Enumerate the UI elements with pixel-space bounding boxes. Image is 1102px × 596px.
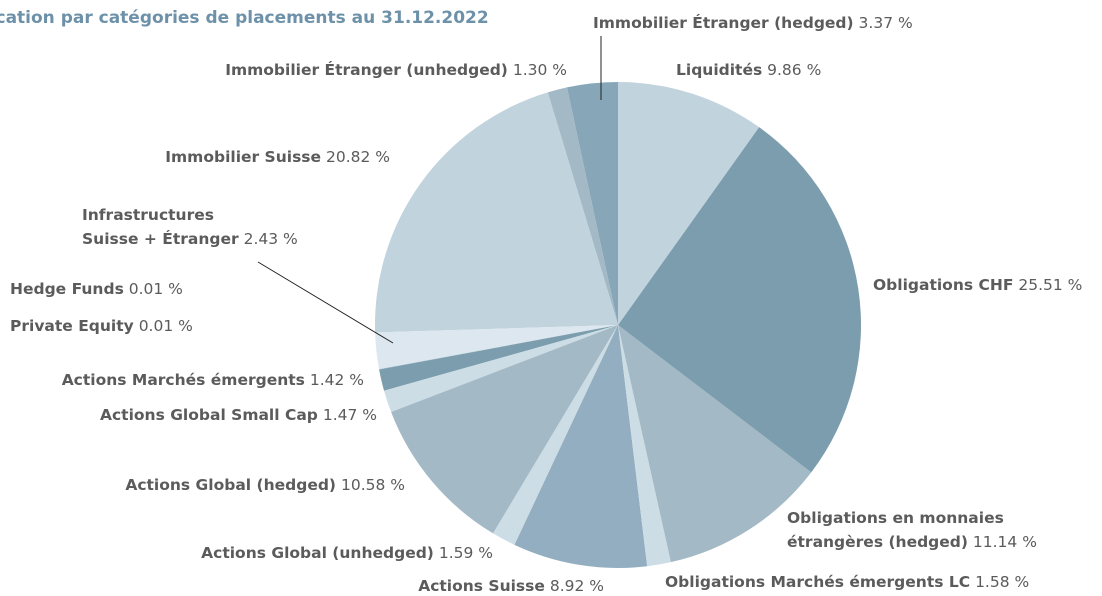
category-name: Immobilier Étranger (unhedged) xyxy=(225,61,508,79)
leader-line xyxy=(257,261,394,344)
value-label: 1.42 % xyxy=(309,371,364,389)
value-label: 10.58 % xyxy=(340,476,405,494)
value-label: 1.47 % xyxy=(322,406,377,424)
value-label: 0.01 % xyxy=(138,317,193,335)
slice-label: Obligations Marchés émergents LC 1.58 % xyxy=(665,570,1029,594)
category-name: Immobilier Étranger (hedged) xyxy=(593,14,854,32)
category-name: Private Equity xyxy=(10,317,134,335)
slice-label: Immobilier Suisse 20.82 % xyxy=(165,145,390,169)
category-name: Obligations en monnaies étrangères (hedg… xyxy=(787,509,1004,551)
slice-label: Liquidités 9.86 % xyxy=(676,58,821,82)
slice-label: Actions Global (hedged) 10.58 % xyxy=(125,473,405,497)
pie-slice xyxy=(391,325,618,534)
value-label: 1.30 % xyxy=(512,61,567,79)
category-name: Actions Suisse xyxy=(418,577,545,595)
category-name: Obligations Marchés émergents LC xyxy=(665,573,971,591)
value-label: 1.59 % xyxy=(438,544,493,562)
slice-label: Immobilier Étranger (unhedged) 1.30 % xyxy=(225,58,567,82)
value-label: 3.37 % xyxy=(858,14,913,32)
category-name: Actions Marchés émergents xyxy=(61,371,305,389)
category-name: Liquidités xyxy=(676,61,763,79)
pie-slice xyxy=(375,92,618,333)
category-name: Obligations CHF xyxy=(873,276,1014,294)
pie-slice xyxy=(566,82,618,325)
slice-label: Immobilier Étranger (hedged) 3.37 % xyxy=(593,11,913,35)
pie-slice xyxy=(384,325,618,412)
pie-slice xyxy=(514,325,648,568)
pie-slice xyxy=(493,325,618,545)
category-name: Actions Global (hedged) xyxy=(125,476,337,494)
chart-title: Allocation par catégories de placements … xyxy=(0,8,489,28)
slice-label: Actions Global Small Cap 1.47 % xyxy=(100,403,377,427)
pie-slice xyxy=(379,325,618,370)
pie-slice xyxy=(379,325,618,391)
value-label: 25.51 % xyxy=(1018,276,1083,294)
slice-label: Hedge Funds 0.01 % xyxy=(10,277,183,301)
value-label: 11.14 % xyxy=(972,533,1037,551)
pie-slice xyxy=(618,325,671,567)
category-name: Infrastructures Suisse + Étranger xyxy=(82,206,239,248)
pie-slice xyxy=(618,325,812,563)
value-label: 2.43 % xyxy=(243,230,298,248)
pie-slice xyxy=(618,127,861,473)
pie-slice xyxy=(375,325,618,370)
value-label: 8.92 % xyxy=(549,577,604,595)
pie-slice xyxy=(547,87,618,325)
category-name: Actions Global (unhedged) xyxy=(201,544,434,562)
slice-label: Obligations en monnaies étrangères (hedg… xyxy=(787,506,1037,554)
pie-slice xyxy=(618,82,760,325)
category-name: Hedge Funds xyxy=(10,280,124,298)
slice-label: Actions Global (unhedged) 1.59 % xyxy=(201,541,493,565)
value-label: 0.01 % xyxy=(128,280,183,298)
category-name: Immobilier Suisse xyxy=(165,148,322,166)
category-name: Actions Global Small Cap xyxy=(100,406,318,424)
slice-label: Actions Marchés émergents 1.42 % xyxy=(62,368,364,392)
pie-slice xyxy=(379,325,618,370)
slice-label: Obligations CHF 25.51 % xyxy=(873,273,1082,297)
slice-label: Private Equity 0.01 % xyxy=(10,314,193,338)
slice-label: Infrastructures Suisse + Étranger 2.43 % xyxy=(82,203,298,251)
value-label: 9.86 % xyxy=(767,61,822,79)
value-label: 1.58 % xyxy=(975,573,1030,591)
value-label: 20.82 % xyxy=(325,148,390,166)
slice-label: Actions Suisse 8.92 % xyxy=(418,574,604,596)
